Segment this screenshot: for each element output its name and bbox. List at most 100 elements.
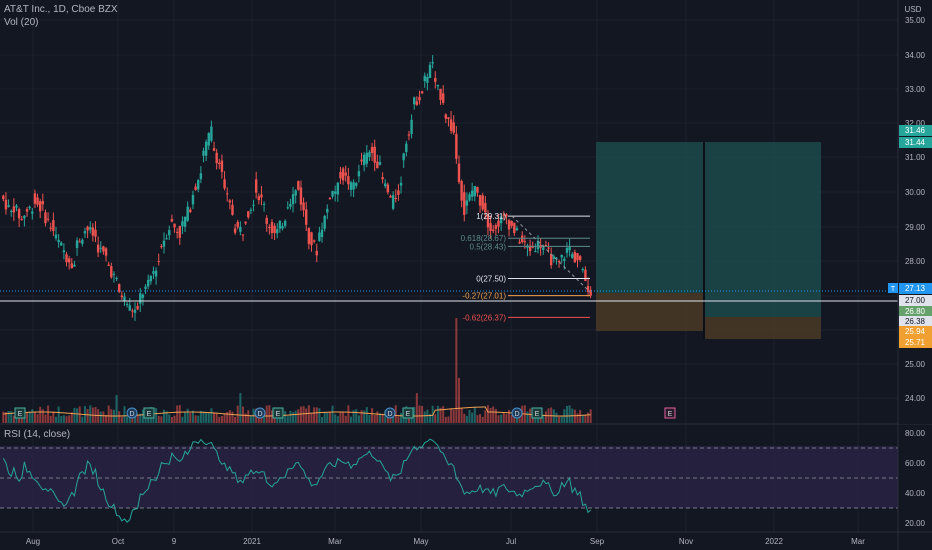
candle-body [439, 88, 442, 101]
candle-body [370, 146, 374, 153]
volume-bar [223, 413, 226, 423]
candle-body [144, 286, 147, 289]
rsi-legend[interactable]: RSI (14, close) [4, 429, 71, 440]
candle-body [291, 194, 295, 205]
candle-body [549, 254, 553, 266]
candle-body [136, 305, 139, 310]
volume-bar [226, 412, 229, 423]
candle-body [357, 171, 361, 177]
volume-bar [410, 414, 413, 423]
dividend-marker-label: D [129, 411, 134, 418]
candle-body [339, 171, 342, 179]
candle-body [2, 195, 5, 200]
rsi-axis-labels: 80.00 60.00 40.00 20.00 [905, 429, 926, 528]
candle-body [373, 146, 376, 163]
volume-bar [357, 415, 360, 423]
candle-body [226, 193, 229, 195]
volume-bar [468, 410, 471, 423]
volume-bar [542, 414, 545, 423]
candle-body [405, 143, 408, 152]
earnings-marker-label: E [147, 411, 152, 418]
price-tag-label: 31.44 [905, 138, 926, 147]
candle-body [542, 247, 545, 250]
candle-body [476, 187, 479, 193]
candle-body [94, 229, 97, 237]
volume-bar [373, 414, 376, 423]
candle-body [215, 152, 218, 164]
price-tag [899, 137, 932, 148]
candle-body [86, 226, 89, 231]
long-position-loss-zone-1[interactable] [596, 293, 703, 331]
candle-body [384, 183, 387, 187]
long-position-loss-zone-2[interactable] [705, 317, 821, 339]
volume-bar [89, 405, 92, 423]
candle-body [281, 226, 284, 229]
candle-body [399, 182, 403, 186]
candle-body [31, 211, 34, 214]
volume-bar [473, 407, 476, 423]
candle-body [67, 258, 71, 263]
volume-bar [550, 407, 553, 423]
time-axis-labels[interactable]: Aug Oct 9 2021 Mar May Jul Sep Nov 2022 Mar [26, 537, 865, 546]
candle-body [410, 119, 413, 134]
candle-body [463, 192, 466, 215]
volume-bar [302, 406, 305, 423]
candle-body [426, 76, 429, 83]
candle-body [17, 209, 21, 219]
volume-bar [297, 409, 300, 423]
candle-body [168, 230, 171, 236]
long-position-profit-zone-1[interactable] [596, 142, 703, 293]
volume-bar [26, 412, 29, 423]
time-tick-label: Mar [851, 537, 865, 546]
volume-bar [141, 409, 144, 423]
volume-bar [423, 411, 426, 423]
price-tick-label: 30.00 [905, 188, 926, 197]
volume-bar [68, 415, 71, 423]
candle-body [52, 220, 55, 231]
candle-body [257, 196, 261, 201]
candle-body [365, 152, 368, 164]
price-tick-label: 34.00 [905, 51, 926, 60]
volume-bar [228, 410, 231, 423]
candle-body [197, 180, 200, 190]
candle-body [75, 240, 79, 248]
volume-bar [589, 409, 592, 423]
volume-bar [54, 416, 57, 423]
candle-body [478, 195, 482, 206]
candle-body [468, 194, 471, 201]
fib-retracement[interactable]: 1(29.31) 0.618(28.67)0.5(28.43) 0(27.50) -0… [0, 212, 590, 322]
long-position-profit-zone-2[interactable] [705, 142, 821, 317]
price-tick-label: 24.00 [905, 394, 926, 403]
candle-body [241, 234, 245, 236]
candle-body [523, 241, 527, 243]
candle-body [15, 205, 18, 208]
price-tag [899, 125, 932, 136]
volume-bar [184, 412, 187, 423]
volume-bar [260, 414, 263, 423]
candle-body [178, 225, 181, 238]
volume-legend[interactable]: Vol (20) [4, 17, 39, 28]
symbol-legend[interactable]: AT&T Inc., 1D, Cboe BZX [4, 4, 118, 15]
candle-body [518, 241, 521, 244]
volume-bar [194, 415, 197, 423]
price-tick-label: 35.00 [905, 16, 926, 25]
volume-bar [134, 412, 137, 423]
candle-body [41, 201, 45, 205]
candle-body [394, 197, 397, 199]
candle-body [131, 310, 134, 312]
candle-body [407, 134, 411, 136]
price-tag-label: 27.00 [905, 296, 926, 305]
candle-body [510, 220, 513, 226]
volume-bar [102, 411, 105, 423]
dividend-marker-label: D [257, 411, 262, 418]
volume-bar [544, 411, 547, 423]
candle-body [265, 217, 268, 224]
price-tag-label: 27.13 [905, 284, 926, 293]
volume-bar [178, 405, 181, 423]
candle-body [65, 254, 68, 263]
price-axis[interactable] [898, 0, 932, 424]
candle-body [434, 78, 437, 82]
volume-bar [450, 408, 453, 423]
